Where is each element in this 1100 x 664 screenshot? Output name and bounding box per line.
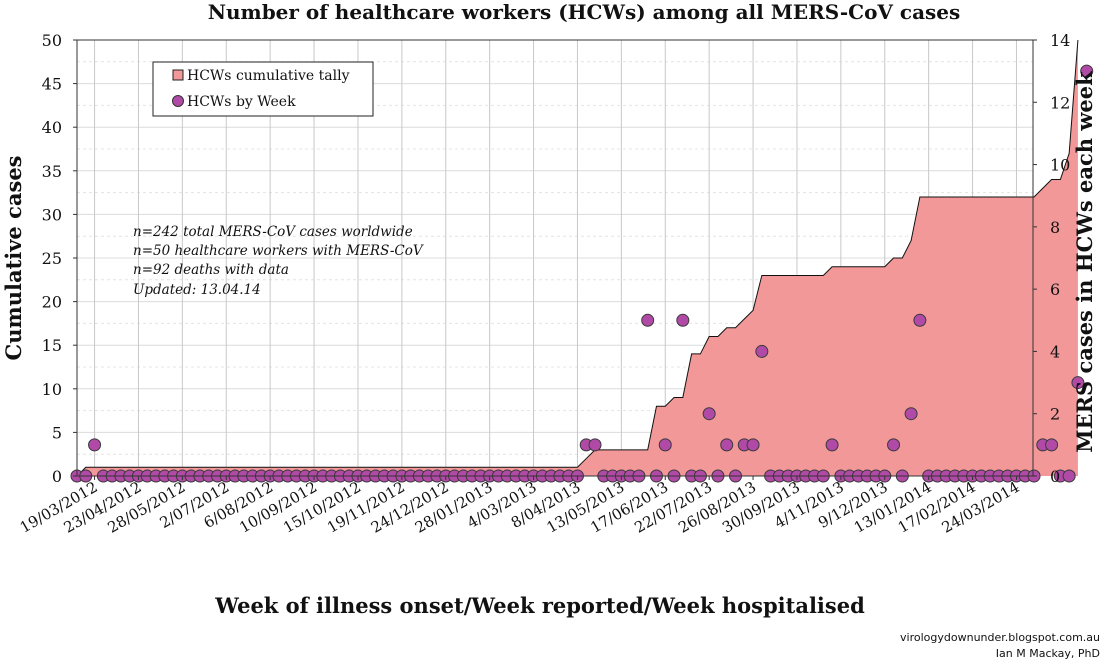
right-tick-label: 4	[1050, 342, 1060, 361]
credit-blog: virologydownunder.blogspot.com.au	[900, 631, 1100, 644]
weekly-point	[676, 313, 690, 327]
cumulative-area	[76, 39, 1079, 477]
weekly-point	[825, 438, 839, 452]
weekly-point	[913, 313, 927, 327]
left-tick-label: 45	[42, 75, 62, 94]
left-tick-label: 50	[42, 31, 62, 50]
right-tick-label: 10	[1050, 156, 1070, 175]
annotation-block: n=242 total MERS-CoV cases worldwide n=5…	[133, 224, 424, 298]
cumulative-area-line	[76, 39, 1079, 477]
left-tick-label: 25	[42, 249, 62, 268]
weekly-point	[588, 438, 602, 452]
weekly-point	[1045, 438, 1059, 452]
annotation-total: n=242 total MERS-CoV cases worldwide	[133, 224, 413, 240]
weekly-point	[746, 438, 760, 452]
left-tick-label: 35	[42, 162, 62, 181]
left-tick-label: 15	[42, 336, 62, 355]
right-tick-label: 14	[1050, 31, 1070, 50]
legend-point-swatch	[172, 95, 184, 107]
x-axis: 19/03/201223/04/201228/05/20122/07/20126…	[17, 476, 1023, 537]
weekly-point	[88, 438, 102, 452]
weekly-point	[720, 438, 734, 452]
left-tick-label: 20	[42, 293, 62, 312]
chart-title: Number of healthcare workers (HCWs) amon…	[208, 0, 961, 24]
weekly-point	[887, 438, 901, 452]
legend-box	[152, 61, 374, 117]
left-tick-label: 0	[52, 467, 62, 486]
x-axis-title: Week of illness onset/Week reported/Week…	[214, 593, 865, 618]
left-tick-label: 40	[42, 118, 62, 137]
weekly-point	[904, 407, 918, 421]
credit-author: Ian M Mackay, PhD	[996, 647, 1100, 660]
right-tick-label: 12	[1050, 93, 1070, 112]
weekly-point	[658, 438, 672, 452]
right-axis-title: MERS cases in HCWs each week	[1072, 71, 1097, 453]
cumulative-area-fill	[77, 40, 1078, 476]
left-tick-label: 30	[42, 205, 62, 224]
right-y-axis: 0 2 4 6 8 10 12 14	[1033, 31, 1070, 486]
right-tick-label: 0	[1050, 467, 1060, 486]
annotation-deaths: n=92 deaths with data	[133, 262, 289, 278]
right-tick-label: 2	[1050, 405, 1060, 424]
left-tick-label: 5	[52, 423, 62, 442]
weekly-point	[1080, 64, 1094, 78]
weekly-point	[641, 313, 655, 327]
legend-point-label: HCWs by Week	[187, 94, 296, 110]
weekly-point	[702, 407, 716, 421]
legend: HCWs cumulative tally HCWs by Week	[152, 61, 374, 117]
left-axis-title: Cumulative cases	[1, 155, 26, 360]
left-y-axis: 0 5 10 15 20 25 30 35 40 45 50	[42, 31, 77, 486]
left-tick-label: 10	[42, 380, 62, 399]
annotation-updated: Updated: 13.04.14	[133, 282, 261, 298]
annotation-hcw: n=50 healthcare workers with MERS-CoV	[133, 243, 424, 259]
legend-area-label: HCWs cumulative tally	[187, 68, 350, 84]
right-tick-label: 8	[1050, 218, 1060, 237]
weekly-point	[1062, 469, 1076, 483]
legend-area-swatch	[172, 69, 184, 81]
weekly-point	[1071, 376, 1085, 390]
right-tick-label: 6	[1050, 280, 1060, 299]
weekly-point	[755, 344, 769, 358]
